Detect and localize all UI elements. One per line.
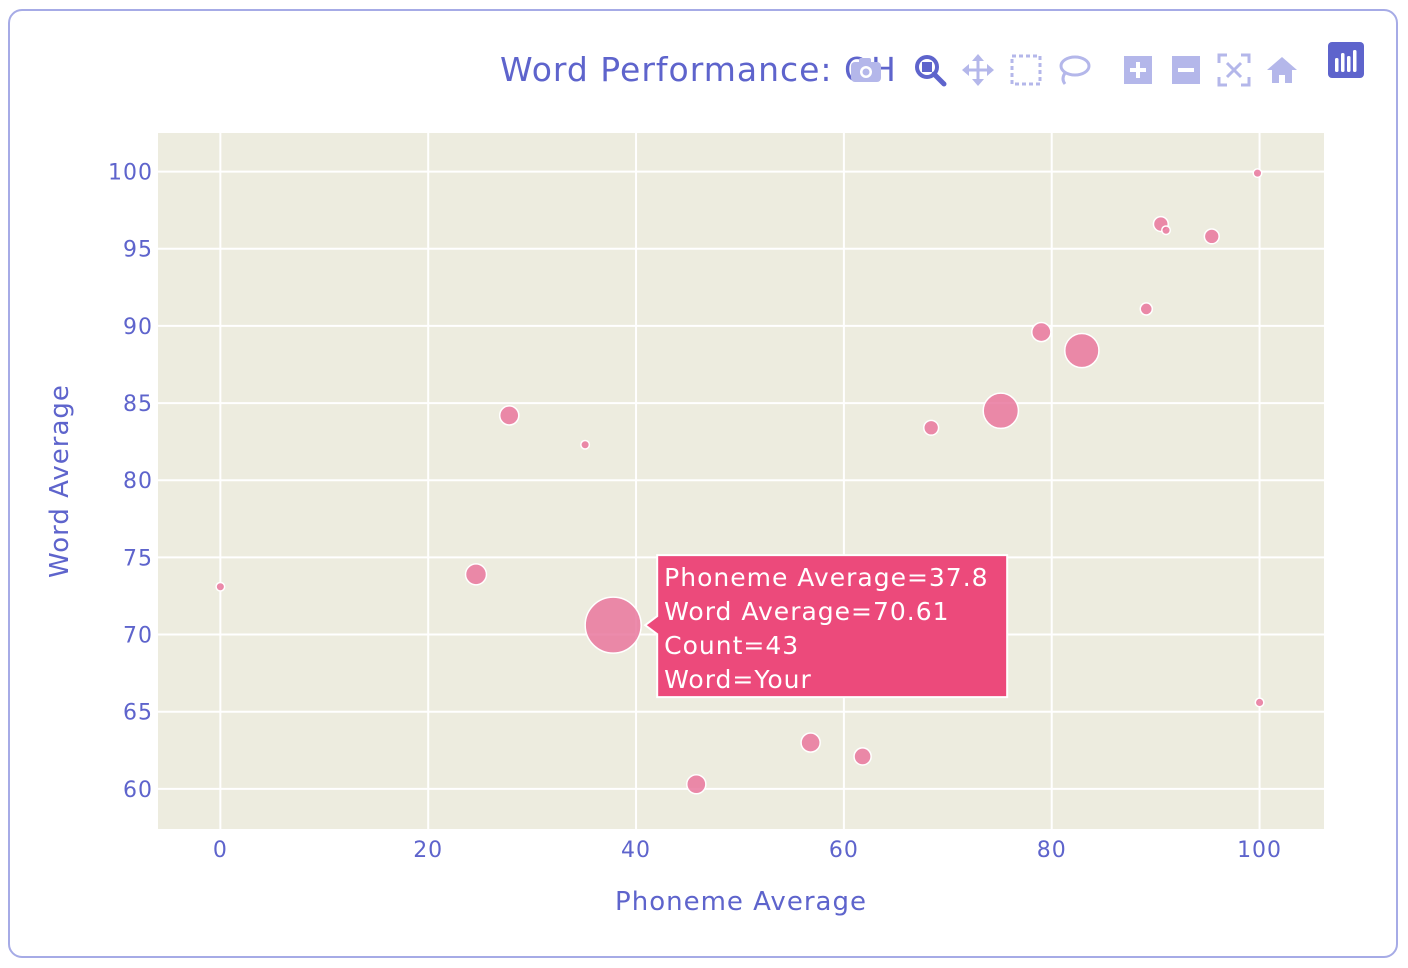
- data-point[interactable]: [1161, 225, 1172, 236]
- tooltip-line: Word Average=70.61: [664, 597, 949, 626]
- data-point[interactable]: [1254, 697, 1265, 708]
- plotly-logo-icon[interactable]: [1328, 42, 1364, 78]
- zoom-out-icon[interactable]: [1166, 48, 1206, 92]
- y-tick-label: 70: [123, 624, 153, 649]
- data-point[interactable]: [853, 747, 872, 766]
- data-points[interactable]: [215, 168, 1265, 795]
- data-point[interactable]: [498, 405, 520, 426]
- chart-title: Word Performance: OH: [500, 50, 897, 89]
- data-point[interactable]: [982, 392, 1020, 430]
- x-tick-labels: 0 20 40 60 80 100: [213, 838, 1282, 863]
- y-tick-label: 90: [123, 315, 153, 340]
- zoom-in-icon[interactable]: [1118, 48, 1158, 92]
- data-point[interactable]: [580, 439, 591, 450]
- data-point[interactable]: [923, 419, 940, 436]
- tooltip-box: [643, 554, 1009, 699]
- x-tick-label: 60: [829, 838, 859, 863]
- x-tick-label: 40: [621, 838, 651, 863]
- x-tick-label: 100: [1237, 838, 1282, 863]
- zoom-icon[interactable]: [910, 48, 950, 92]
- y-tick-label: 65: [123, 701, 153, 726]
- pan-icon[interactable]: [958, 48, 998, 92]
- data-point[interactable]: [1203, 228, 1220, 245]
- autoscale-icon[interactable]: [1214, 48, 1254, 92]
- data-point[interactable]: [800, 732, 821, 753]
- tooltip-line: Word=Your: [664, 665, 812, 694]
- y-tick-label: 100: [108, 161, 153, 186]
- y-tick-label: 85: [123, 392, 153, 417]
- x-tick-label: 0: [213, 838, 228, 863]
- grid-lines: [158, 133, 1324, 829]
- y-tick-label: 95: [123, 238, 153, 263]
- y-tick-label: 75: [123, 546, 153, 571]
- data-point[interactable]: [464, 563, 488, 586]
- x-tick-label: 20: [413, 838, 443, 863]
- x-tick-label: 80: [1037, 838, 1067, 863]
- y-tick-labels: 60 65 70 75 80 85 90 95 100: [108, 161, 153, 803]
- data-point[interactable]: [215, 581, 226, 592]
- hover-tooltip: Phoneme Average=37.8 Word Average=70.61 Co…: [643, 554, 1009, 699]
- data-point[interactable]: [1252, 168, 1263, 179]
- tooltip-line: Phoneme Average=37.8: [664, 563, 988, 592]
- x-axis-title: Phoneme Average: [615, 887, 867, 917]
- data-point[interactable]: [1064, 332, 1100, 369]
- reset-icon[interactable]: [1262, 48, 1302, 92]
- data-point[interactable]: [686, 773, 707, 795]
- camera-icon[interactable]: [846, 48, 886, 92]
- data-point[interactable]: [584, 596, 642, 654]
- data-point[interactable]: [1031, 321, 1052, 343]
- y-tick-label: 80: [123, 469, 153, 494]
- data-point[interactable]: [1139, 302, 1154, 316]
- y-axis-title: Word Average: [45, 384, 75, 578]
- y-tick-label: 60: [123, 778, 153, 803]
- tooltip-line: Count=43: [664, 631, 799, 660]
- box-select-icon[interactable]: [1006, 48, 1046, 92]
- lasso-icon[interactable]: [1054, 48, 1094, 92]
